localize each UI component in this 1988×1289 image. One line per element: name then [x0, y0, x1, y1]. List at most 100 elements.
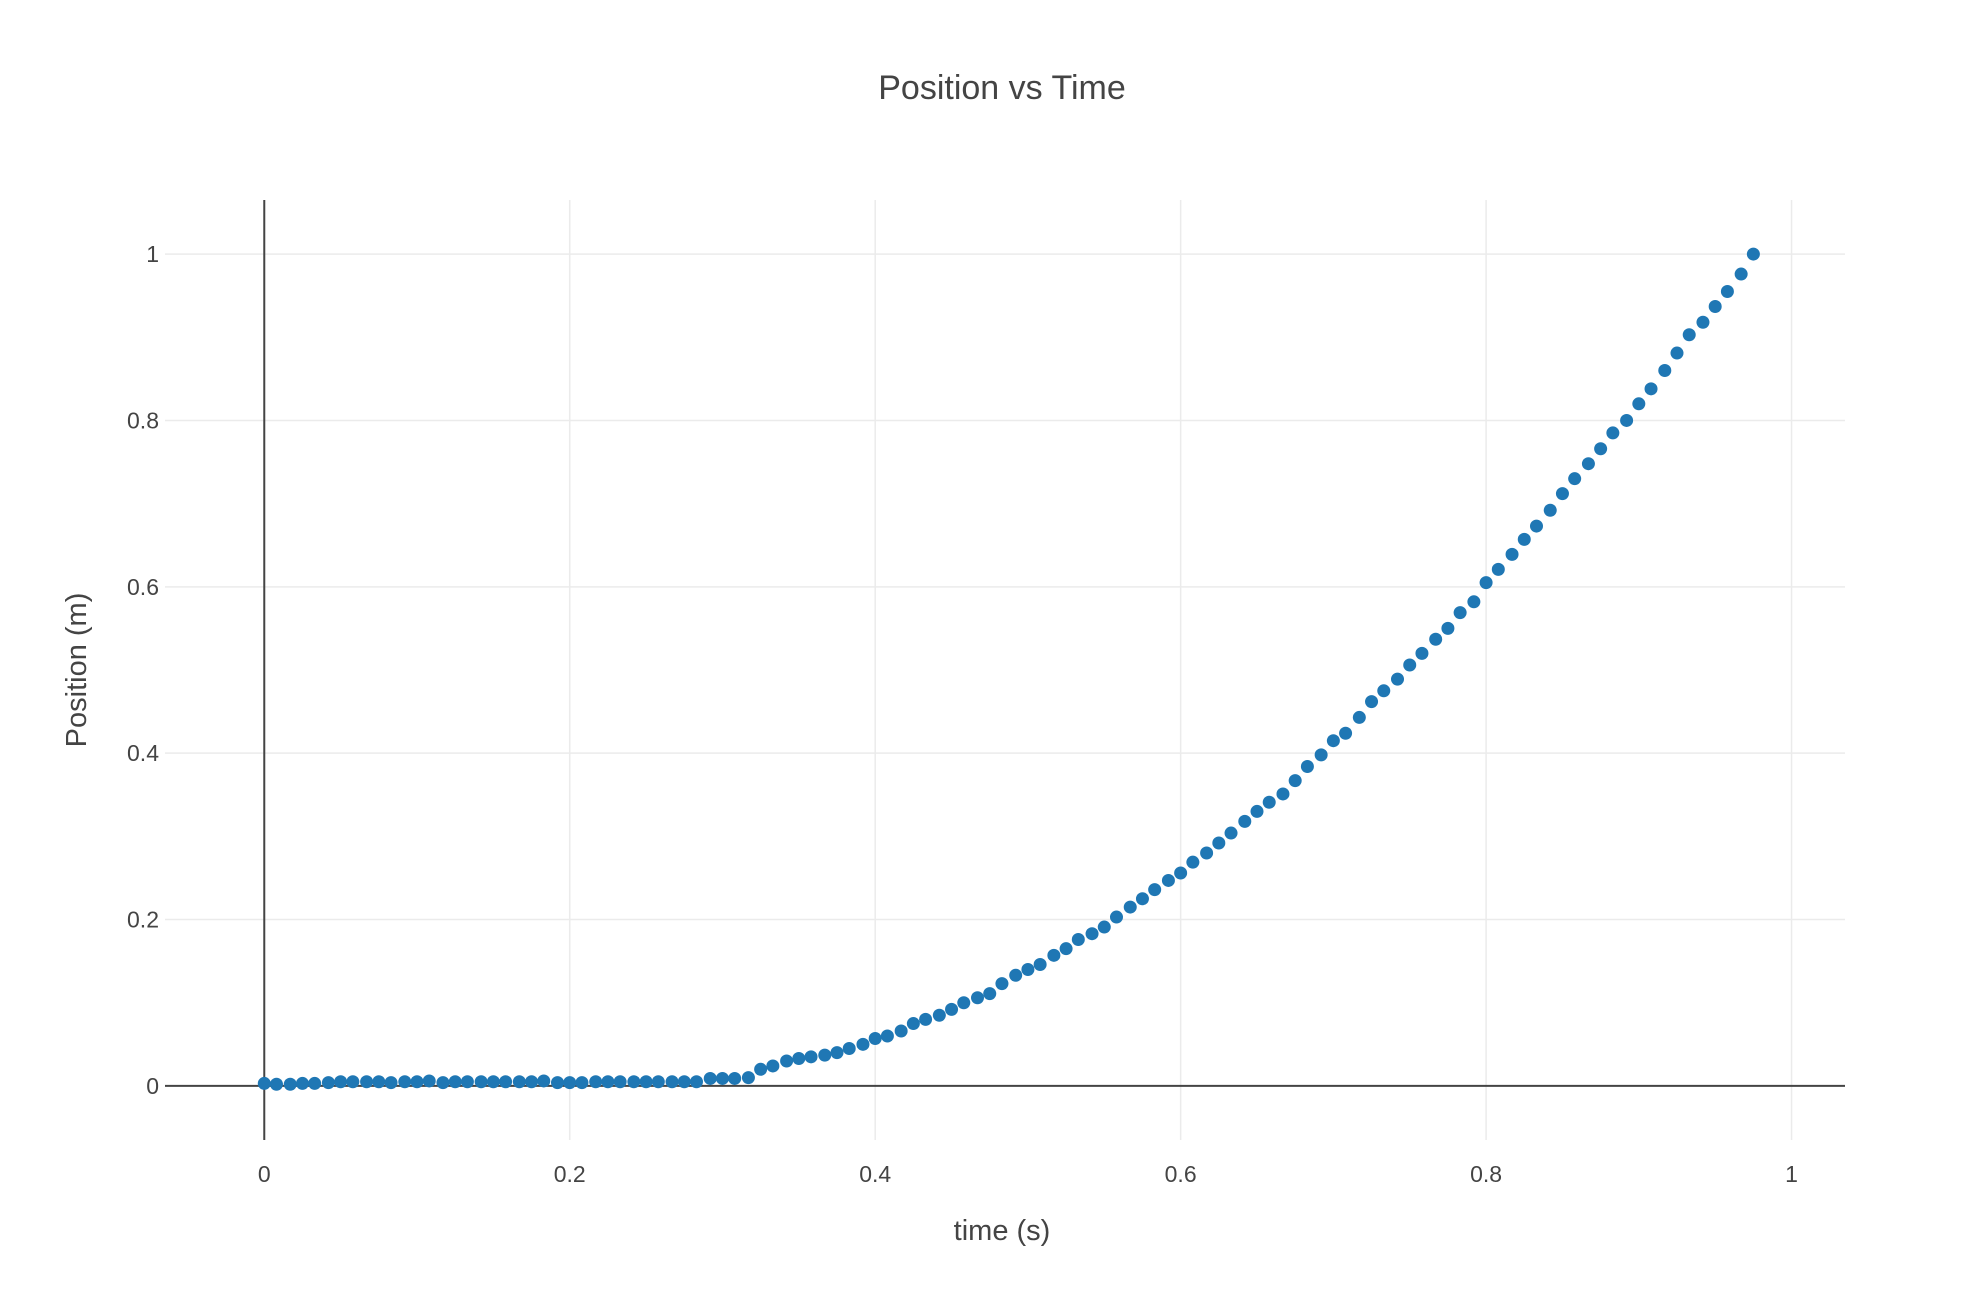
y-tick-label: 1 [146, 241, 159, 267]
data-point [410, 1075, 424, 1089]
data-point [1682, 328, 1696, 342]
data-point [321, 1076, 335, 1090]
data-point [1174, 866, 1188, 880]
data-point [1059, 942, 1073, 956]
data-point [880, 1029, 894, 1043]
data-point [551, 1076, 565, 1090]
data-point [1620, 413, 1634, 427]
data-point [728, 1071, 742, 1085]
x-tick-label: 0 [258, 1161, 271, 1187]
data-point [1491, 562, 1505, 576]
data-point [1581, 457, 1595, 471]
data-point [1429, 632, 1443, 646]
data-point [1276, 787, 1290, 801]
data-point [780, 1054, 794, 1068]
data-point [945, 1002, 959, 1016]
data-point [601, 1075, 615, 1089]
data-point [1746, 247, 1760, 261]
data-point [575, 1076, 589, 1090]
data-point [1097, 920, 1111, 934]
data-point [1326, 734, 1340, 748]
data-point [525, 1075, 539, 1089]
data-point [1441, 621, 1455, 635]
data-point [1606, 426, 1620, 440]
data-point [1212, 836, 1226, 850]
data-point [894, 1024, 908, 1038]
data-point [1479, 576, 1493, 590]
data-point [398, 1075, 412, 1089]
data-point [1467, 595, 1481, 609]
y-tick-label: 0.6 [127, 574, 159, 600]
data-point [1696, 315, 1710, 329]
data-point [1186, 855, 1200, 869]
chart-title: Position vs Time [878, 69, 1126, 107]
data-point [1085, 927, 1099, 941]
data-point [283, 1077, 297, 1091]
data-point [1708, 299, 1722, 313]
data-point [436, 1076, 450, 1090]
data-point [460, 1075, 474, 1089]
x-tick-label: 0.2 [554, 1161, 586, 1187]
data-point [919, 1012, 933, 1026]
data-point [1670, 346, 1684, 360]
data-point [1568, 472, 1582, 486]
data-point [1339, 726, 1353, 740]
data-point [689, 1075, 703, 1089]
data-point [651, 1075, 665, 1089]
data-point [665, 1075, 679, 1089]
data-point [703, 1071, 717, 1085]
data-point [1288, 774, 1302, 788]
data-point [677, 1075, 691, 1089]
y-tick-label: 0 [146, 1073, 159, 1099]
data-point [1517, 532, 1531, 546]
data-point [1033, 957, 1047, 971]
data-point [983, 987, 997, 1001]
data-point [512, 1075, 526, 1089]
data-point [1250, 804, 1264, 818]
data-point [1403, 658, 1417, 672]
data-point [334, 1075, 348, 1089]
data-point [474, 1075, 488, 1089]
data-point [1543, 503, 1557, 517]
data-point [269, 1077, 283, 1091]
data-point [1123, 900, 1137, 914]
data-point [589, 1075, 603, 1089]
data-point [1734, 267, 1748, 281]
data-point [906, 1017, 920, 1031]
data-point [1391, 672, 1405, 686]
data-point [448, 1075, 462, 1089]
data-point [372, 1075, 386, 1089]
data-point [1148, 883, 1162, 897]
data-point [563, 1076, 577, 1090]
data-point [754, 1062, 768, 1076]
data-point [384, 1076, 398, 1090]
x-tick-label: 0.8 [1470, 1161, 1502, 1187]
y-axis-title: Position (m) [61, 593, 93, 748]
data-point [486, 1075, 500, 1089]
data-point [1352, 710, 1366, 724]
data-point [971, 991, 985, 1005]
data-point [1314, 748, 1328, 762]
data-point [1453, 606, 1467, 620]
data-point [639, 1075, 653, 1089]
data-point [1300, 759, 1314, 773]
data-point [422, 1074, 436, 1088]
x-tick-label: 1 [1785, 1161, 1798, 1187]
data-point [1021, 962, 1035, 976]
data-point [1632, 397, 1646, 411]
data-point [1720, 285, 1734, 299]
x-axis-title: time (s) [954, 1215, 1051, 1247]
x-tick-label: 0.6 [1165, 1161, 1197, 1187]
data-point [715, 1071, 729, 1085]
data-point [868, 1032, 882, 1046]
data-point [1529, 519, 1543, 533]
data-point [1594, 442, 1608, 456]
data-point [1262, 795, 1276, 809]
data-point [613, 1075, 627, 1089]
data-point [1238, 814, 1252, 828]
y-tick-label: 0.2 [127, 907, 159, 933]
y-tick-label: 0.8 [127, 407, 159, 433]
